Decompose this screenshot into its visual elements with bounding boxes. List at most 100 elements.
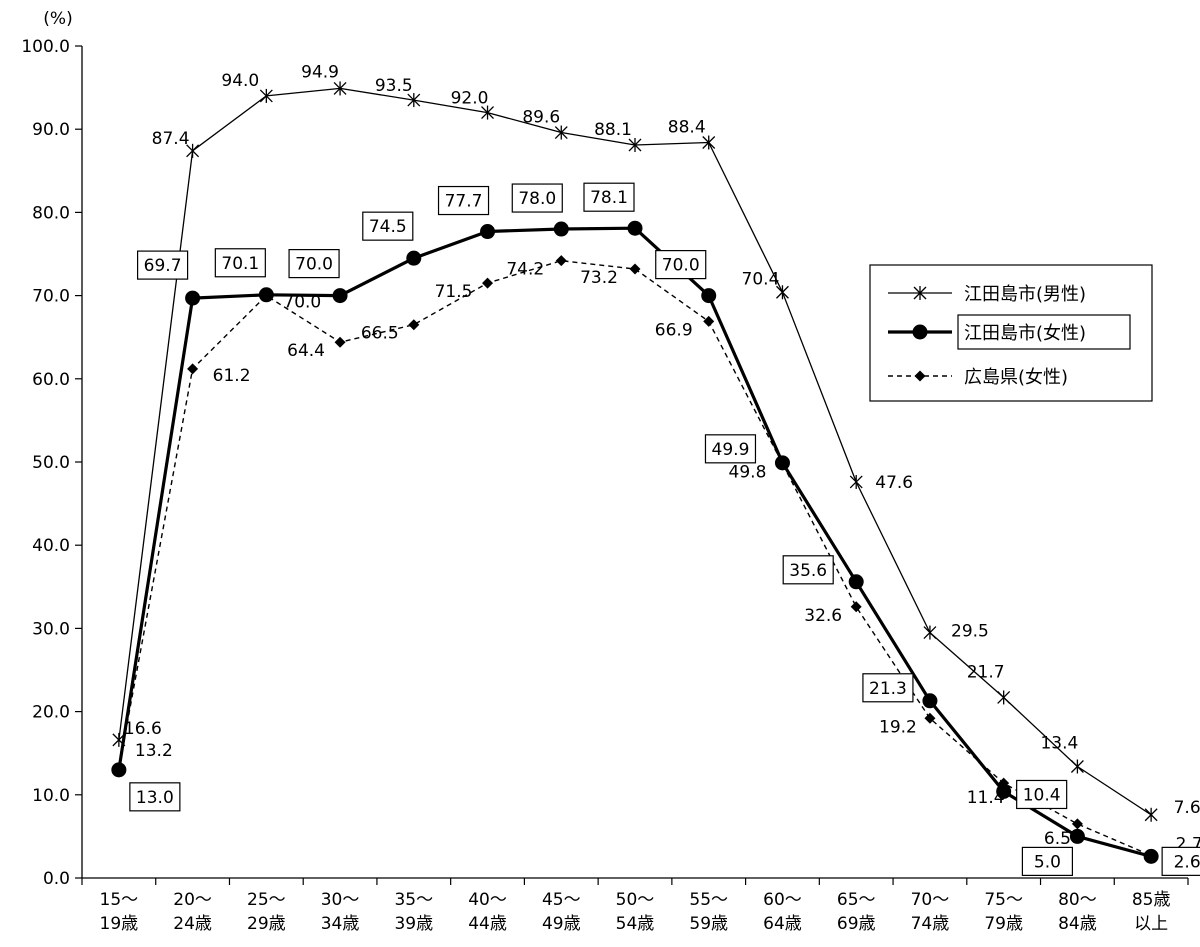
data-point-s1-1	[185, 290, 201, 306]
data-point-s2-6	[555, 255, 567, 267]
data-label-s2-6: 74.2	[506, 260, 544, 280]
data-label-s1-13: 5.0	[1021, 846, 1074, 877]
data-point-s2-3	[334, 336, 346, 348]
y-tick-label: 0.0	[43, 869, 70, 889]
svg-text:94.0: 94.0	[221, 71, 259, 91]
data-point-s1-0	[111, 762, 127, 778]
x-category-label-line1: 60～	[763, 890, 802, 910]
data-label-s0-7: 88.1	[594, 120, 632, 140]
data-point-s0-12	[997, 690, 1011, 705]
data-point-s2-13	[1071, 818, 1083, 830]
y-tick-label: 10.0	[32, 786, 70, 806]
svg-text:78.1: 78.1	[590, 188, 628, 208]
data-label-s2-0: 13.2	[135, 741, 173, 761]
data-label-s0-0: 16.6	[124, 719, 162, 739]
data-label-s0-9: 70.4	[742, 269, 780, 289]
legend-marker-2	[914, 370, 926, 382]
x-category-label-line2: 39歳	[394, 914, 433, 934]
svg-text:10.4: 10.4	[1023, 785, 1061, 805]
x-category-label-line1: 75～	[984, 890, 1023, 910]
svg-text:6.5: 6.5	[1044, 829, 1071, 849]
data-label-s0-2: 94.0	[221, 71, 259, 91]
data-label-s2-10: 32.6	[804, 606, 842, 626]
data-label-s2-12: 11.4	[967, 788, 1005, 808]
data-label-s2-9: 49.8	[729, 463, 767, 483]
series-line-0	[118, 87, 1152, 816]
data-label-s0-12: 21.7	[967, 662, 1005, 682]
data-point-s1-10	[848, 574, 864, 590]
data-label-s1-7: 78.1	[583, 182, 635, 212]
data-point-s0-2	[259, 88, 273, 103]
data-label-s1-0: 13.0	[129, 782, 181, 812]
svg-text:88.1: 88.1	[594, 120, 632, 140]
data-label-s2-8: 66.9	[655, 320, 693, 340]
svg-text:21.3: 21.3	[869, 679, 907, 699]
svg-text:16.6: 16.6	[124, 719, 162, 739]
svg-text:66.5: 66.5	[361, 324, 399, 344]
data-label-s1-14: 2.6	[1161, 846, 1200, 876]
x-axis-categories: 15～ 19歳 20～ 24歳 25～ 29歳 30～ 34歳 35～ 39歳 40～ 44歳 45～ 4…	[81, 878, 1189, 934]
svg-text:77.7: 77.7	[445, 192, 483, 212]
data-point-s0-4	[407, 93, 421, 108]
svg-text:32.6: 32.6	[804, 606, 842, 626]
data-label-s0-5: 92.0	[451, 89, 489, 109]
x-category-label-line2: 74歳	[911, 914, 950, 934]
data-label-s2-5: 71.5	[435, 282, 473, 302]
data-label-s1-2: 70.1	[214, 248, 266, 278]
svg-text:66.9: 66.9	[655, 320, 693, 340]
svg-text:64.4: 64.4	[287, 341, 325, 361]
data-label-s2-4: 66.5	[361, 324, 399, 344]
legend-marker-0	[913, 286, 927, 300]
data-point-s1-3	[332, 288, 348, 304]
x-category-label-line2: 44歳	[468, 914, 507, 934]
x-category-label-line2: 34歳	[321, 914, 360, 934]
data-label-s2-3: 64.4	[287, 341, 325, 361]
svg-text:61.2: 61.2	[213, 366, 251, 386]
data-point-s2-8	[703, 315, 715, 327]
svg-text:94.9: 94.9	[301, 62, 339, 82]
data-label-s0-6: 89.6	[522, 108, 560, 128]
x-category-label-line2: 49歳	[542, 914, 581, 934]
x-category-label-line1: 25～	[247, 890, 286, 910]
x-category-label-line1: 35～	[394, 890, 433, 910]
data-point-s0-13	[1070, 759, 1084, 774]
legend-entry-1: 江田島市(女性)	[888, 314, 1131, 350]
svg-text:47.6: 47.6	[875, 473, 913, 493]
data-point-s2-11	[924, 712, 936, 724]
data-point-s0-0	[112, 732, 126, 747]
svg-text:73.2: 73.2	[580, 268, 618, 288]
data-label-s1-11: 21.3	[862, 673, 914, 703]
y-axis-unit-label: (%)	[43, 9, 72, 29]
svg-text:35.6: 35.6	[789, 561, 827, 581]
legend-entry-0: 江田島市(男性)	[888, 284, 1086, 305]
y-tick-label: 100.0	[21, 37, 70, 57]
x-category-label-line1: 30～	[321, 890, 360, 910]
svg-text:70.0: 70.0	[283, 293, 321, 313]
svg-text:71.5: 71.5	[435, 282, 473, 302]
data-point-s1-12	[996, 783, 1012, 799]
x-category-label-line1: 70～	[911, 890, 950, 910]
x-category-label-line2: 19歳	[100, 914, 139, 934]
data-point-s1-11	[922, 693, 938, 709]
x-category-label-line2: 29歳	[247, 914, 286, 934]
x-category-label-line2: 以上	[1134, 914, 1168, 934]
y-tick-label: 30.0	[32, 619, 70, 639]
legend: 江田島市(男性) 江田島市(女性) 広島県(女性)	[869, 264, 1153, 402]
data-point-s0-8	[702, 135, 716, 150]
data-label-s0-4: 93.5	[375, 76, 413, 96]
x-category-label-line1: 55～	[689, 890, 728, 910]
svg-text:89.6: 89.6	[522, 108, 560, 128]
data-point-s1-6	[553, 221, 569, 237]
x-category-label-line1: 20～	[173, 890, 212, 910]
svg-text:78.0: 78.0	[518, 189, 556, 209]
svg-text:21.7: 21.7	[967, 662, 1005, 682]
svg-text:13.2: 13.2	[135, 741, 173, 761]
x-category-label-line1: 15～	[100, 890, 139, 910]
data-point-s1-13	[1069, 828, 1085, 844]
svg-text:49.9: 49.9	[712, 440, 750, 460]
y-tick-label: 80.0	[32, 203, 70, 223]
svg-text:11.4: 11.4	[967, 788, 1005, 808]
x-category-label-line1: 65～	[837, 890, 876, 910]
svg-text:70.0: 70.0	[662, 256, 700, 276]
series-markers	[111, 81, 1159, 864]
